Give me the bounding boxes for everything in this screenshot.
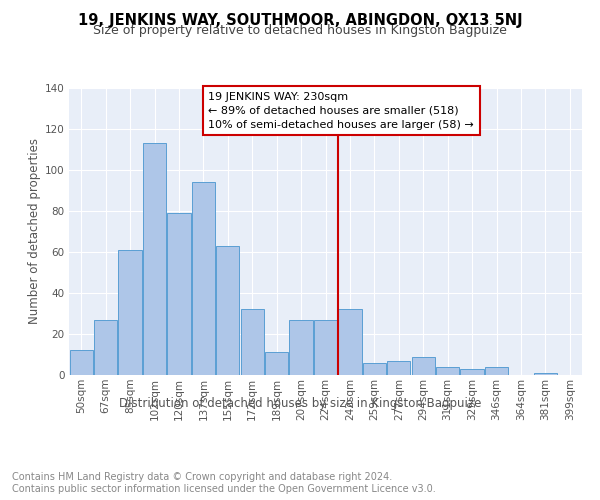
Bar [338, 310, 362, 375]
Bar [412, 356, 435, 375]
Text: 19 JENKINS WAY: 230sqm
← 89% of detached houses are smaller (518)
10% of semi-de: 19 JENKINS WAY: 230sqm ← 89% of detached… [208, 92, 474, 130]
Bar [118, 250, 142, 375]
Bar [143, 143, 166, 375]
Bar [265, 352, 288, 375]
Text: 19, JENKINS WAY, SOUTHMOOR, ABINGDON, OX13 5NJ: 19, JENKINS WAY, SOUTHMOOR, ABINGDON, OX… [77, 12, 523, 28]
Bar [387, 360, 410, 375]
Y-axis label: Number of detached properties: Number of detached properties [28, 138, 41, 324]
Bar [216, 246, 239, 375]
Bar [436, 367, 459, 375]
Bar [363, 362, 386, 375]
Bar [534, 373, 557, 375]
Text: Size of property relative to detached houses in Kingston Bagpuize: Size of property relative to detached ho… [93, 24, 507, 37]
Bar [289, 320, 313, 375]
Text: Contains public sector information licensed under the Open Government Licence v3: Contains public sector information licen… [12, 484, 436, 494]
Bar [70, 350, 93, 375]
Text: Contains HM Land Registry data © Crown copyright and database right 2024.: Contains HM Land Registry data © Crown c… [12, 472, 392, 482]
Bar [167, 213, 191, 375]
Bar [314, 320, 337, 375]
Bar [485, 367, 508, 375]
Bar [241, 310, 264, 375]
Bar [192, 182, 215, 375]
Text: Distribution of detached houses by size in Kingston Bagpuize: Distribution of detached houses by size … [119, 398, 481, 410]
Bar [460, 369, 484, 375]
Bar [94, 320, 117, 375]
